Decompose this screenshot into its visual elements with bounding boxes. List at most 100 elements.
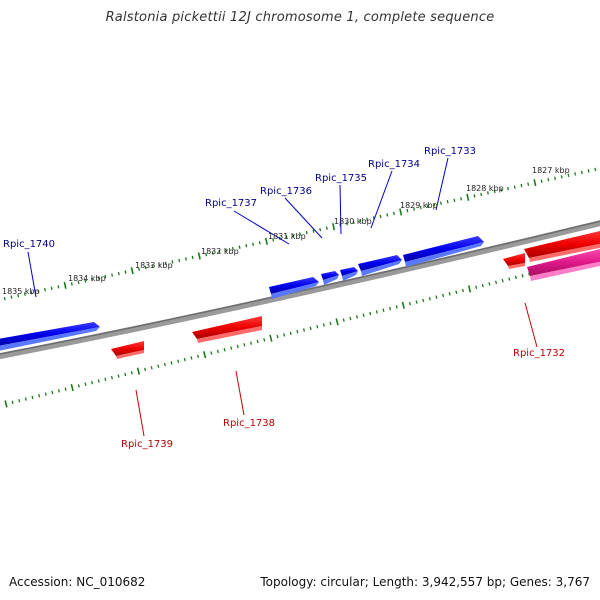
minor-tick xyxy=(238,245,241,249)
minor-tick xyxy=(560,175,563,179)
major-tick xyxy=(264,237,268,245)
minor-tick xyxy=(44,392,47,396)
minor-tick xyxy=(406,208,409,213)
minor-tick xyxy=(276,334,279,339)
minor-tick xyxy=(163,362,166,367)
gene-label-rpic-1740[interactable]: Rpic_1740 xyxy=(3,239,55,250)
major-tick xyxy=(467,285,472,293)
minor-tick xyxy=(455,290,458,294)
gene-rpic-1735-arrow[interactable] xyxy=(340,267,358,281)
minor-tick xyxy=(218,249,221,254)
minor-tick xyxy=(395,305,398,309)
minor-tick xyxy=(236,344,239,349)
minor-tick xyxy=(258,241,261,245)
kbp-label: 1831 kbp xyxy=(268,232,306,241)
gene-label-rpic-1739[interactable]: Rpic_1739 xyxy=(121,439,173,450)
gene-rpic-1733-arrow[interactable] xyxy=(403,236,484,267)
gene-label-rpic-1733[interactable]: Rpic_1733 xyxy=(424,146,476,157)
minor-tick xyxy=(309,326,312,331)
kbp-label: 1834 kbp xyxy=(68,274,106,283)
minor-tick xyxy=(355,315,358,319)
kbp-label: 1827 kbp xyxy=(532,166,570,175)
minor-tick xyxy=(481,283,484,288)
forward-leader-lines xyxy=(27,157,449,298)
minor-tick xyxy=(392,211,395,216)
major-tick xyxy=(335,318,339,326)
gene-label-rpic-1734[interactable]: Rpic_1734 xyxy=(368,159,420,170)
major-tick xyxy=(401,301,405,309)
minor-tick xyxy=(77,280,80,285)
major-tick xyxy=(533,179,537,187)
minor-tick xyxy=(51,390,54,395)
minor-tick xyxy=(446,200,449,204)
gene-rpic-1736-arrow[interactable] xyxy=(321,271,339,285)
minor-tick xyxy=(547,178,550,182)
minor-tick xyxy=(486,191,489,195)
minor-tick xyxy=(316,325,319,329)
minor-tick xyxy=(231,246,234,251)
gene-label-rpic-1735[interactable]: Rpic_1735 xyxy=(315,173,367,184)
gene-label-rpic-1732[interactable]: Rpic_1732 xyxy=(513,348,565,359)
minor-tick xyxy=(448,292,451,296)
gene-rpic-1737-arrow[interactable] xyxy=(269,277,319,299)
minor-tick xyxy=(18,399,21,403)
minor-tick xyxy=(216,349,219,354)
minor-tick xyxy=(191,255,194,260)
minor-tick xyxy=(57,285,60,289)
kbp-label: 1833 kbp xyxy=(135,261,173,270)
minor-tick xyxy=(124,270,127,274)
minor-tick xyxy=(10,295,13,299)
outer-tick-track xyxy=(3,167,597,301)
minor-tick xyxy=(501,278,504,283)
gene-pink-arrow-right[interactable] xyxy=(527,248,600,281)
minor-tick xyxy=(37,289,40,293)
minor-tick xyxy=(527,182,530,186)
gene-rpic-1732-arrow[interactable] xyxy=(503,253,525,269)
gene-rpic-1734-arrow[interactable] xyxy=(358,255,402,276)
minor-tick xyxy=(151,264,154,268)
minor-tick xyxy=(158,263,161,267)
minor-tick xyxy=(110,375,113,380)
major-tick xyxy=(466,193,470,201)
minor-tick xyxy=(442,293,445,298)
minor-tick xyxy=(77,384,80,388)
gene-label-rpic-1738[interactable]: Rpic_1738 xyxy=(223,418,275,429)
minor-tick xyxy=(97,276,100,280)
minor-tick xyxy=(382,308,385,312)
minor-tick xyxy=(117,271,120,276)
minor-tick xyxy=(567,173,570,178)
minor-tick xyxy=(312,229,315,233)
gene-rpic-1740-arrow[interactable] xyxy=(0,322,100,351)
gene-label-rpic-1736[interactable]: Rpic_1736 xyxy=(260,186,312,197)
reverse-gene-labels: Rpic_1732 Rpic_1738 Rpic_1739 xyxy=(121,348,565,450)
gene-rpic-1739-arrow[interactable] xyxy=(111,341,144,359)
minor-tick xyxy=(513,185,516,189)
minor-tick xyxy=(389,306,392,311)
minor-tick xyxy=(250,341,253,345)
minor-tick xyxy=(408,301,411,306)
major-tick xyxy=(197,252,201,260)
minor-tick xyxy=(230,346,233,350)
minor-tick xyxy=(528,272,531,276)
minor-tick xyxy=(375,310,378,314)
minor-tick xyxy=(170,361,173,365)
minor-tick xyxy=(31,395,34,400)
minor-tick xyxy=(362,313,365,317)
minor-tick xyxy=(460,197,463,201)
minor-tick xyxy=(3,296,6,301)
gene-rpic-1738-arrow[interactable] xyxy=(192,316,262,343)
minor-tick xyxy=(44,288,46,292)
minor-tick xyxy=(319,227,322,232)
minor-tick xyxy=(157,364,160,368)
minor-tick xyxy=(419,205,422,210)
kbp-label: 1830 kbp xyxy=(334,217,372,226)
minor-tick xyxy=(346,222,348,226)
gene-label-rpic-1737[interactable]: Rpic_1737 xyxy=(205,198,257,209)
minor-tick xyxy=(369,311,372,316)
gene-red-arrow-right[interactable] xyxy=(524,230,600,262)
minor-tick xyxy=(366,217,369,222)
minor-tick xyxy=(433,202,436,207)
minor-tick xyxy=(329,321,332,326)
major-tick xyxy=(70,383,74,392)
major-tick xyxy=(399,208,403,216)
